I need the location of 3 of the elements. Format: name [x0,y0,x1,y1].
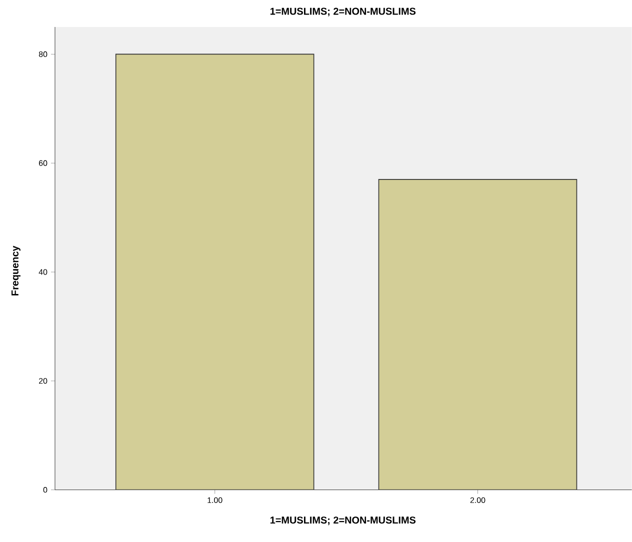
x-axis-title: 1=MUSLIMS; 2=NON-MUSLIMS [270,516,416,526]
y-axis-title: Frequency [12,246,20,296]
chart-title: 1=MUSLIMS; 2=NON-MUSLIMS [270,8,416,16]
